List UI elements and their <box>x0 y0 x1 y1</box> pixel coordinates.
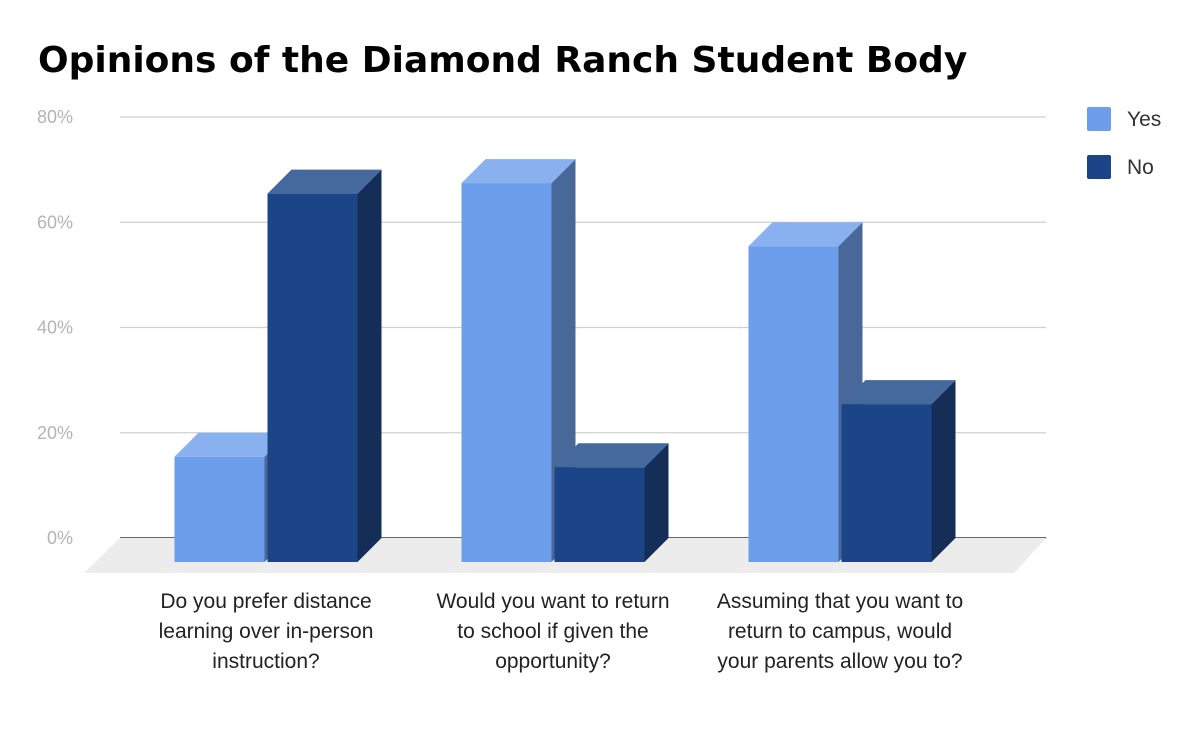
bar-yes-3 <box>748 222 863 562</box>
legend-label: Yes <box>1127 108 1161 131</box>
legend-swatch <box>1087 107 1111 131</box>
category-label: Assuming that you want to return to campu… <box>717 590 963 673</box>
legend-item-yes: Yes <box>1087 107 1161 131</box>
bar-front <box>748 246 839 562</box>
bar-front <box>841 404 932 562</box>
bar-no-2 <box>554 443 669 562</box>
y-tick-label: 0% <box>47 528 73 548</box>
legend-label: No <box>1127 156 1154 179</box>
bar-front <box>461 183 552 562</box>
bar-side <box>357 169 382 562</box>
bar-no-1 <box>267 169 382 562</box>
chart-title: Opinions of the Diamond Ranch Student Bo… <box>38 40 967 81</box>
bar-front <box>554 467 645 562</box>
y-axis-ticks: 0% 20% 40% 60% 80% <box>37 107 73 548</box>
legend: Yes No <box>1087 107 1161 179</box>
bar-front <box>267 193 358 562</box>
bar-top <box>267 169 382 194</box>
bar-front <box>174 456 265 562</box>
bar-side <box>644 443 669 562</box>
bar-top <box>554 443 669 468</box>
bar-top <box>174 432 289 457</box>
category-label: Do you prefer distance learning over in-p… <box>159 590 374 673</box>
y-tick-label: 80% <box>37 107 73 127</box>
bar-top <box>748 222 863 247</box>
bars <box>174 159 956 562</box>
y-tick-label: 40% <box>37 318 73 338</box>
y-tick-label: 60% <box>37 212 73 232</box>
legend-item-no: No <box>1087 155 1154 179</box>
legend-swatch <box>1087 155 1111 179</box>
category-label: Would you want to return to school if giv… <box>436 590 669 673</box>
bar-top <box>461 159 576 184</box>
bar-no-3 <box>841 380 956 562</box>
y-tick-label: 20% <box>37 423 73 443</box>
bar-side <box>931 380 956 562</box>
category-labels: Do you prefer distance learning over in-p… <box>159 590 964 673</box>
bar-top <box>841 380 956 405</box>
bar-yes-1 <box>174 432 289 562</box>
